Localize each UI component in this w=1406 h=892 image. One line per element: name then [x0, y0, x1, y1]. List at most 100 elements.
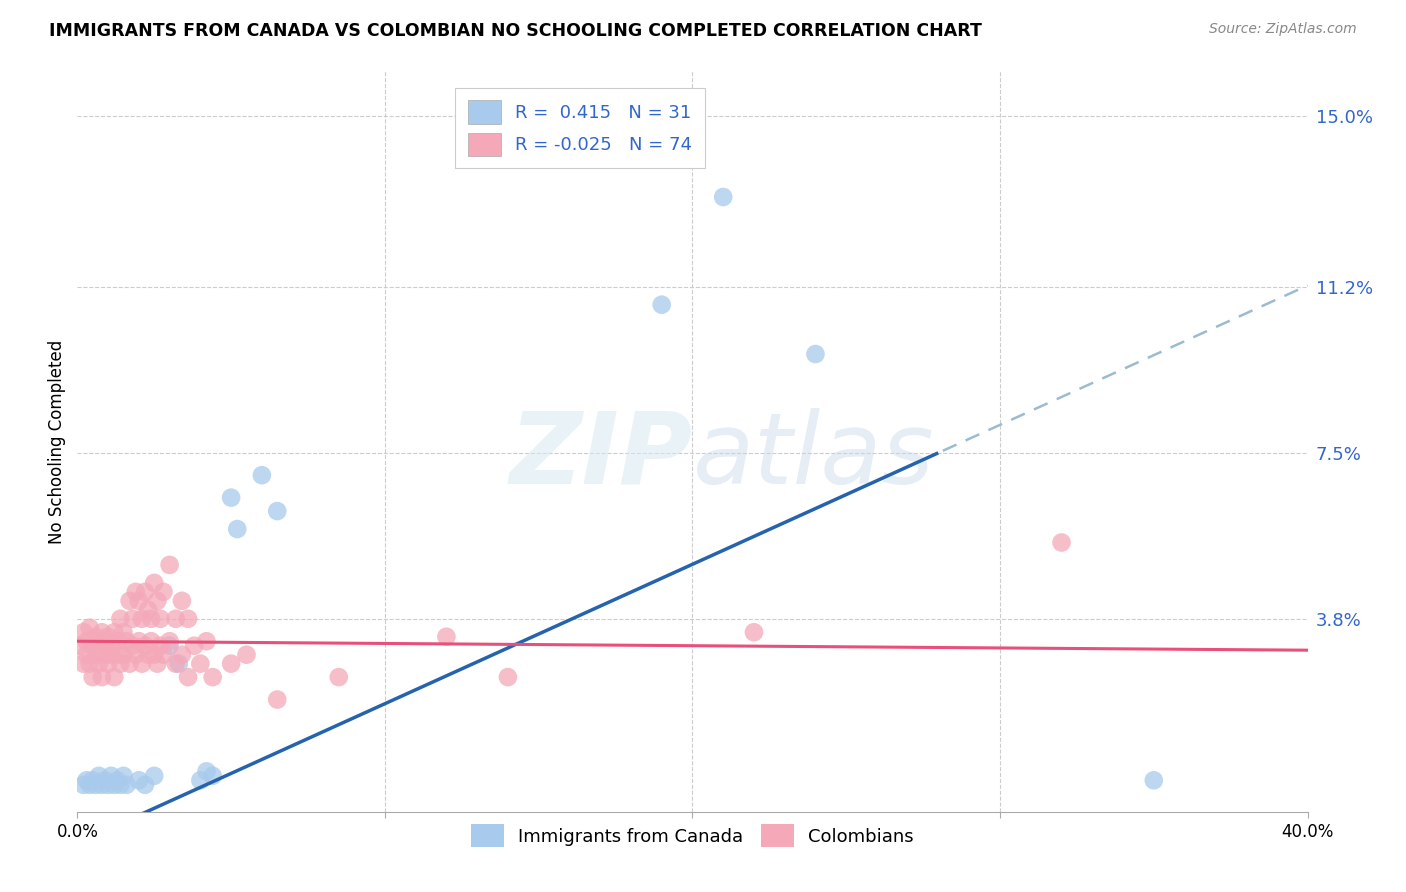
Point	[250, 468, 273, 483]
Text: IMMIGRANTS FROM CANADA VS COLOMBIAN NO SCHOOLING COMPLETED CORRELATION CHART: IMMIGRANTS FROM CANADA VS COLOMBIAN NO S…	[49, 22, 981, 40]
Point	[219, 657, 242, 671]
Point	[136, 603, 159, 617]
Point	[149, 639, 172, 653]
Point	[105, 648, 128, 662]
Point	[128, 634, 150, 648]
Text: ZIP: ZIP	[509, 408, 693, 505]
Point	[167, 657, 190, 671]
Point	[82, 639, 104, 653]
Point	[72, 778, 94, 792]
Point	[76, 634, 98, 648]
Point	[152, 648, 174, 662]
Point	[82, 670, 104, 684]
Point	[87, 634, 110, 648]
Point	[90, 670, 114, 684]
Point	[1143, 773, 1166, 788]
Point	[328, 670, 350, 684]
Point	[94, 639, 117, 653]
Point	[103, 778, 125, 792]
Point	[195, 764, 218, 779]
Point	[201, 670, 224, 684]
Point	[125, 585, 148, 599]
Point	[87, 657, 110, 671]
Point	[131, 657, 153, 671]
Point	[100, 648, 122, 662]
Point	[165, 657, 187, 671]
Point	[118, 657, 141, 671]
Point	[170, 594, 193, 608]
Point	[121, 612, 143, 626]
Point	[177, 670, 200, 684]
Point	[143, 575, 166, 590]
Point	[651, 298, 673, 312]
Point	[235, 648, 257, 662]
Point	[436, 630, 458, 644]
Point	[134, 778, 156, 792]
Point	[105, 634, 128, 648]
Point	[1050, 535, 1073, 549]
Point	[110, 778, 132, 792]
Point	[188, 773, 212, 788]
Y-axis label: No Schooling Completed: No Schooling Completed	[48, 340, 66, 543]
Point	[165, 612, 187, 626]
Point	[128, 773, 150, 788]
Point	[90, 625, 114, 640]
Point	[143, 648, 166, 662]
Point	[121, 639, 143, 653]
Point	[100, 769, 122, 783]
Point	[266, 692, 288, 706]
Text: atlas: atlas	[693, 408, 934, 505]
Point	[146, 594, 169, 608]
Point	[134, 585, 156, 599]
Point	[84, 648, 107, 662]
Point	[804, 347, 827, 361]
Point	[112, 625, 135, 640]
Point	[201, 769, 224, 783]
Point	[496, 670, 519, 684]
Point	[219, 491, 242, 505]
Point	[87, 769, 110, 783]
Point	[183, 639, 205, 653]
Point	[152, 585, 174, 599]
Point	[94, 773, 117, 788]
Point	[82, 773, 104, 788]
Point	[188, 657, 212, 671]
Point	[94, 648, 117, 662]
Point	[125, 648, 148, 662]
Point	[97, 778, 120, 792]
Point	[112, 648, 135, 662]
Point	[159, 639, 181, 653]
Point	[90, 778, 114, 792]
Point	[72, 657, 94, 671]
Point	[177, 612, 200, 626]
Point	[112, 769, 135, 783]
Point	[100, 639, 122, 653]
Point	[76, 773, 98, 788]
Point	[131, 612, 153, 626]
Point	[159, 634, 181, 648]
Point	[711, 190, 734, 204]
Point	[84, 778, 107, 792]
Point	[266, 504, 288, 518]
Point	[170, 648, 193, 662]
Legend: Immigrants from Canada, Colombians: Immigrants from Canada, Colombians	[464, 817, 921, 855]
Point	[115, 634, 138, 648]
Point	[141, 634, 163, 648]
Point	[97, 630, 120, 644]
Point	[136, 648, 159, 662]
Point	[79, 778, 101, 792]
Point	[79, 621, 101, 635]
Text: Source: ZipAtlas.com: Source: ZipAtlas.com	[1209, 22, 1357, 37]
Point	[159, 558, 181, 572]
Point	[110, 657, 132, 671]
Point	[118, 594, 141, 608]
Point	[105, 773, 128, 788]
Point	[742, 625, 765, 640]
Point	[79, 657, 101, 671]
Point	[146, 657, 169, 671]
Point	[76, 648, 98, 662]
Point	[110, 612, 132, 626]
Point	[72, 625, 94, 640]
Point	[128, 594, 150, 608]
Point	[69, 639, 91, 653]
